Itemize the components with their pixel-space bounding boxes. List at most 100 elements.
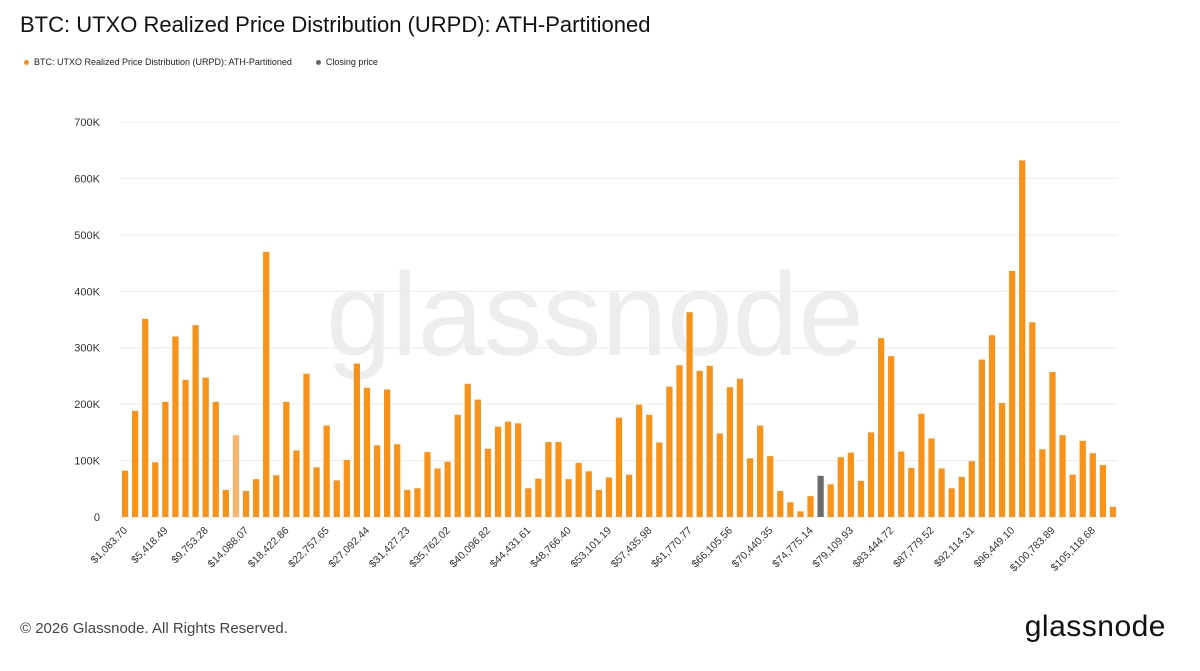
bar[interactable] — [837, 457, 844, 517]
bar[interactable] — [968, 461, 975, 517]
bar[interactable] — [242, 491, 250, 517]
bar[interactable] — [615, 417, 623, 517]
bar[interactable] — [666, 386, 673, 517]
bar[interactable] — [162, 401, 169, 517]
bar[interactable] — [807, 496, 814, 517]
bar[interactable] — [978, 359, 986, 517]
bar[interactable] — [353, 363, 361, 517]
bar[interactable] — [142, 318, 149, 517]
bar[interactable] — [343, 460, 350, 517]
bar[interactable] — [1009, 270, 1016, 517]
bar[interactable] — [867, 432, 875, 517]
bar[interactable] — [263, 251, 270, 518]
bar[interactable] — [172, 336, 179, 517]
bar[interactable] — [746, 458, 754, 517]
bar[interactable] — [121, 470, 129, 517]
bar[interactable] — [474, 399, 481, 517]
bar[interactable] — [192, 325, 199, 517]
bar[interactable] — [656, 442, 663, 517]
bar[interactable] — [1049, 371, 1056, 517]
bar[interactable] — [1089, 453, 1096, 517]
bar[interactable] — [535, 478, 542, 517]
bar[interactable] — [313, 467, 320, 517]
bar[interactable] — [252, 479, 260, 517]
bar[interactable] — [757, 425, 764, 517]
bar[interactable] — [222, 489, 229, 517]
bar[interactable] — [595, 489, 602, 517]
bar[interactable] — [787, 502, 794, 517]
bar[interactable] — [373, 445, 381, 517]
bar[interactable] — [555, 441, 562, 517]
bar[interactable] — [898, 451, 905, 517]
bar[interactable] — [182, 379, 189, 517]
bar[interactable] — [686, 312, 693, 517]
bar[interactable] — [565, 479, 572, 517]
bar[interactable] — [1029, 322, 1036, 517]
bar[interactable] — [797, 511, 804, 517]
bar[interactable] — [545, 441, 552, 517]
legend-item-closing-price[interactable]: Closing price — [315, 57, 378, 67]
bar[interactable] — [1019, 160, 1026, 517]
bar[interactable] — [303, 373, 310, 517]
bar[interactable] — [716, 433, 723, 517]
bar[interactable] — [1059, 435, 1066, 517]
bar[interactable] — [777, 491, 784, 517]
bar[interactable] — [323, 425, 330, 517]
bar[interactable] — [605, 477, 613, 518]
bar[interactable] — [676, 365, 683, 517]
bar[interactable] — [575, 462, 582, 517]
bar[interactable] — [414, 488, 421, 517]
bar[interactable] — [424, 452, 431, 517]
bar[interactable] — [646, 414, 653, 517]
bar[interactable] — [726, 387, 734, 517]
bar[interactable] — [767, 456, 774, 517]
bar[interactable] — [877, 338, 885, 517]
bar[interactable] — [434, 468, 441, 517]
bar[interactable] — [958, 476, 965, 517]
bar[interactable] — [363, 387, 371, 517]
closing-price-bar[interactable] — [817, 475, 824, 517]
bar[interactable] — [918, 413, 925, 517]
bar[interactable] — [283, 401, 290, 517]
legend-item-urpd[interactable]: BTC: UTXO Realized Price Distribution (U… — [24, 57, 292, 67]
bar[interactable] — [464, 383, 471, 517]
bar[interactable] — [928, 438, 935, 517]
bar[interactable] — [1069, 474, 1076, 517]
bar[interactable] — [908, 467, 915, 517]
bar[interactable] — [494, 426, 502, 517]
bar[interactable] — [202, 377, 209, 517]
bar[interactable] — [736, 378, 744, 517]
bar[interactable] — [1099, 465, 1106, 517]
bar[interactable] — [948, 488, 955, 517]
bar[interactable] — [1109, 506, 1117, 517]
bar[interactable] — [515, 423, 522, 517]
bar[interactable] — [212, 401, 219, 517]
bar[interactable] — [152, 462, 159, 517]
bar[interactable] — [988, 335, 996, 517]
bar[interactable] — [998, 403, 1006, 517]
bar[interactable] — [938, 468, 945, 517]
bar[interactable] — [706, 365, 713, 517]
bar[interactable] — [232, 435, 240, 517]
bar[interactable] — [404, 489, 411, 517]
bar[interactable] — [132, 410, 139, 517]
bar[interactable] — [484, 448, 492, 517]
bar[interactable] — [636, 404, 643, 517]
bar[interactable] — [857, 480, 865, 517]
bar[interactable] — [1079, 440, 1086, 517]
bar[interactable] — [585, 471, 592, 517]
bar[interactable] — [384, 389, 391, 517]
bar[interactable] — [444, 461, 451, 517]
bar[interactable] — [847, 452, 854, 517]
bar[interactable] — [394, 444, 401, 517]
bar[interactable] — [333, 480, 340, 517]
bar[interactable] — [273, 475, 280, 517]
bar[interactable] — [827, 484, 834, 517]
bar[interactable] — [504, 421, 512, 517]
bar[interactable] — [293, 450, 300, 517]
bar[interactable] — [696, 370, 703, 517]
bar[interactable] — [625, 474, 633, 517]
bar[interactable] — [1039, 449, 1046, 517]
bar[interactable] — [888, 356, 895, 517]
bar[interactable] — [454, 414, 461, 517]
